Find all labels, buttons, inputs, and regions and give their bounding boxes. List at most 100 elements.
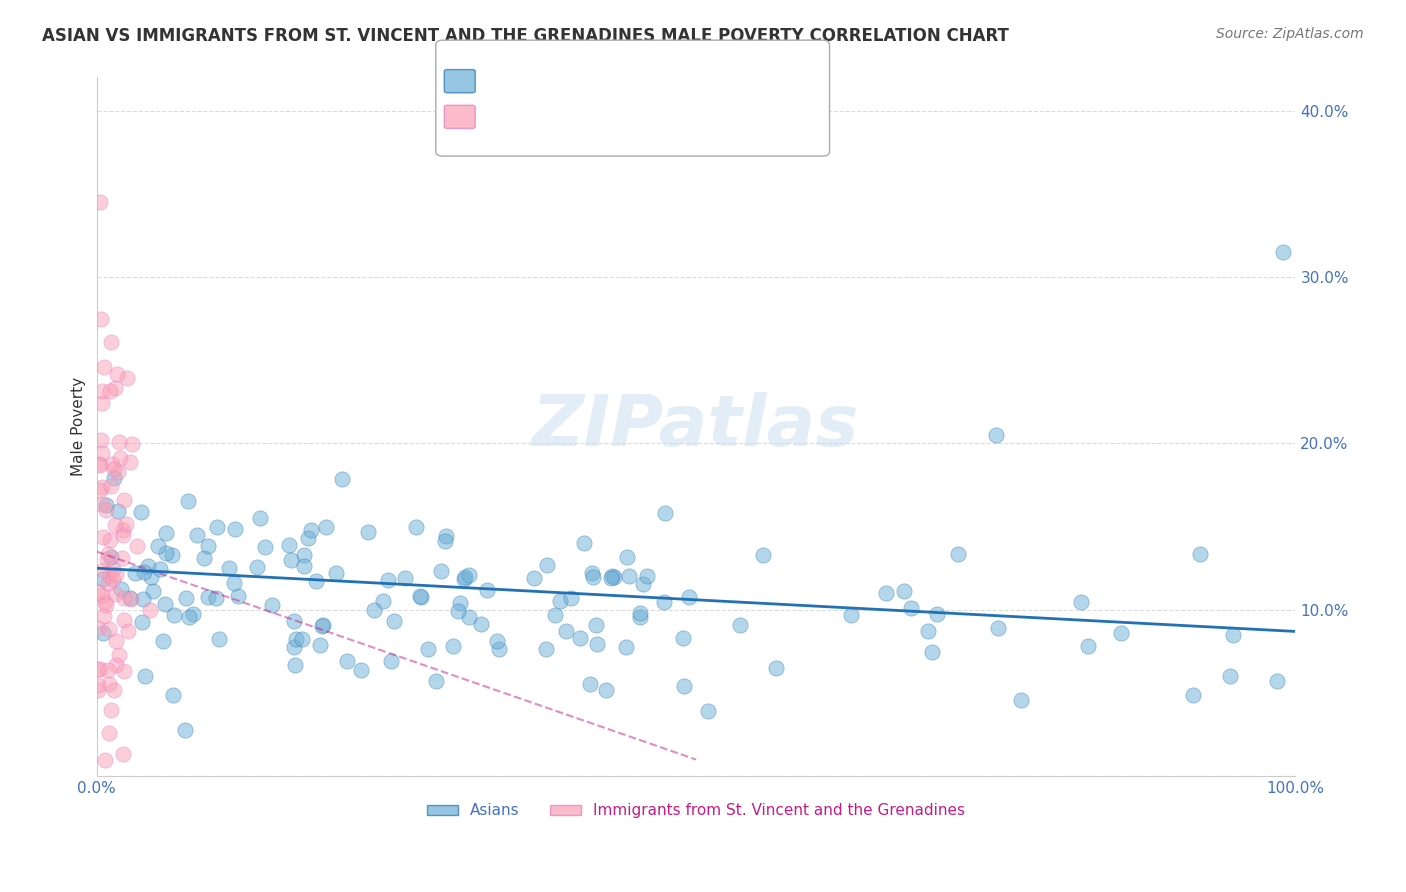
Point (89, 195, 111, 210)
Point (453, 570, 475, 584)
Point (91, 497, 114, 511)
Point (89, 662, 111, 676)
Point (93, 359, 115, 374)
Point (1109, 626, 1132, 640)
Point (260, 598, 283, 612)
Point (94, 502, 117, 516)
Point (900, 600, 922, 615)
Point (98, 384, 121, 398)
Point (160, 548, 183, 562)
Point (280, 553, 302, 567)
Point (87, 662, 110, 676)
Point (672, 631, 695, 645)
Point (197, 539, 219, 553)
Point (120, 591, 142, 606)
Point (94, 498, 117, 512)
Point (581, 566, 603, 581)
Point (330, 472, 353, 486)
Point (602, 570, 624, 584)
Text: ASIAN VS IMMIGRANTS FROM ST. VINCENT AND THE GRENADINES MALE POVERTY CORRELATION: ASIAN VS IMMIGRANTS FROM ST. VINCENT AND… (42, 27, 1010, 45)
Point (155, 546, 177, 560)
Point (418, 641, 440, 656)
Point (1222, 628, 1244, 642)
Point (875, 586, 897, 600)
Point (544, 607, 567, 622)
Point (97, 663, 120, 677)
Point (98, 726, 121, 740)
Point (357, 524, 380, 539)
Point (582, 570, 605, 584)
Point (107, 465, 129, 479)
Point (536, 558, 558, 572)
Point (1010, 693, 1032, 707)
Point (548, 594, 571, 608)
Point (569, 631, 592, 645)
Point (112, 528, 135, 542)
Point (579, 677, 602, 691)
Point (174, 591, 197, 606)
Point (335, 654, 357, 668)
Point (475, 583, 498, 598)
Point (100, 703, 122, 717)
Point (595, 682, 617, 697)
Point (652, 595, 675, 609)
Point (1272, 245, 1295, 260)
Point (1188, 547, 1211, 561)
Point (115, 370, 138, 384)
Point (87, 682, 110, 697)
Point (104, 518, 127, 533)
Point (110, 582, 132, 596)
Point (104, 634, 127, 648)
Point (152, 634, 174, 648)
Point (278, 537, 301, 551)
Point (89, 458, 111, 472)
Point (197, 590, 219, 604)
Point (112, 523, 135, 537)
Point (312, 617, 335, 632)
Point (633, 577, 655, 591)
Point (94, 598, 117, 612)
Text: R = -0.098   N =  71: R = -0.098 N = 71 (457, 107, 657, 125)
Point (103, 683, 125, 698)
Point (173, 723, 195, 738)
Point (104, 658, 127, 673)
Point (124, 566, 146, 581)
Point (917, 624, 939, 638)
Point (93, 563, 115, 577)
Point (325, 566, 347, 581)
Point (409, 590, 432, 604)
Point (132, 591, 155, 606)
Point (155, 526, 177, 541)
Point (94, 595, 117, 609)
Point (254, 540, 277, 554)
Point (246, 559, 269, 574)
Point (100, 335, 122, 350)
Text: R = -0.208   N = 146: R = -0.208 N = 146 (457, 71, 657, 89)
Point (315, 519, 337, 533)
Point (100, 549, 122, 564)
Point (97, 547, 120, 561)
Point (112, 613, 135, 627)
Point (90, 396, 112, 410)
Point (98, 622, 121, 636)
Point (523, 571, 546, 585)
Point (987, 621, 1010, 635)
Point (176, 494, 198, 508)
Point (131, 505, 153, 519)
Point (134, 669, 156, 683)
Point (434, 529, 457, 543)
Point (554, 624, 576, 639)
Point (614, 640, 637, 654)
Point (218, 561, 240, 575)
Point (893, 584, 915, 599)
Point (628, 610, 651, 624)
Point (186, 528, 208, 542)
Point (839, 607, 862, 622)
Point (373, 594, 395, 608)
Point (572, 536, 595, 550)
Point (101, 562, 124, 576)
Point (470, 616, 492, 631)
Point (486, 634, 509, 648)
Point (181, 607, 204, 621)
Point (93, 608, 115, 623)
